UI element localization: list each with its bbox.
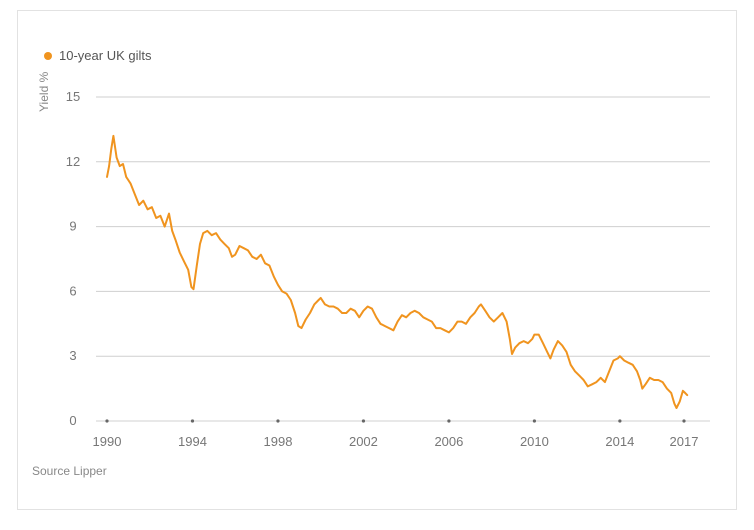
legend-swatch [44, 51, 52, 60]
y-tick-label: 0 [69, 413, 76, 428]
x-tick-label: 1998 [264, 434, 293, 449]
legend: 10-year UK gilts [44, 48, 151, 63]
x-tick-label: 2006 [434, 434, 463, 449]
x-tick-mark [532, 419, 537, 423]
x-tick-label: 1994 [178, 434, 207, 449]
x-tick-mark [682, 419, 686, 423]
y-tick-label: 15 [66, 89, 80, 104]
legend-label: 10-year UK gilts [59, 48, 152, 63]
x-tick-mark [618, 419, 622, 423]
y-tick-label: 12 [66, 154, 80, 169]
series-line-uk-gilts [106, 134, 689, 409]
y-tick-label: 9 [69, 219, 76, 234]
x-tick-mark [105, 419, 109, 423]
x-tick-label: 2002 [349, 434, 378, 449]
x-tick-mark [276, 419, 280, 423]
y-tick-label: 6 [69, 283, 76, 298]
y-tick-label: 3 [69, 348, 76, 363]
chart-frame [17, 10, 737, 510]
x-tick-label: 2014 [605, 434, 634, 449]
x-tick-mark [361, 419, 366, 423]
x-tick-mark [447, 419, 451, 423]
x-tick-label: 2010 [520, 434, 549, 449]
x-tick-label: 2017 [670, 434, 699, 449]
x-tick-mark [190, 419, 195, 423]
x-tick-label: 1990 [93, 434, 122, 449]
source-note: Source Lipper [32, 464, 107, 478]
